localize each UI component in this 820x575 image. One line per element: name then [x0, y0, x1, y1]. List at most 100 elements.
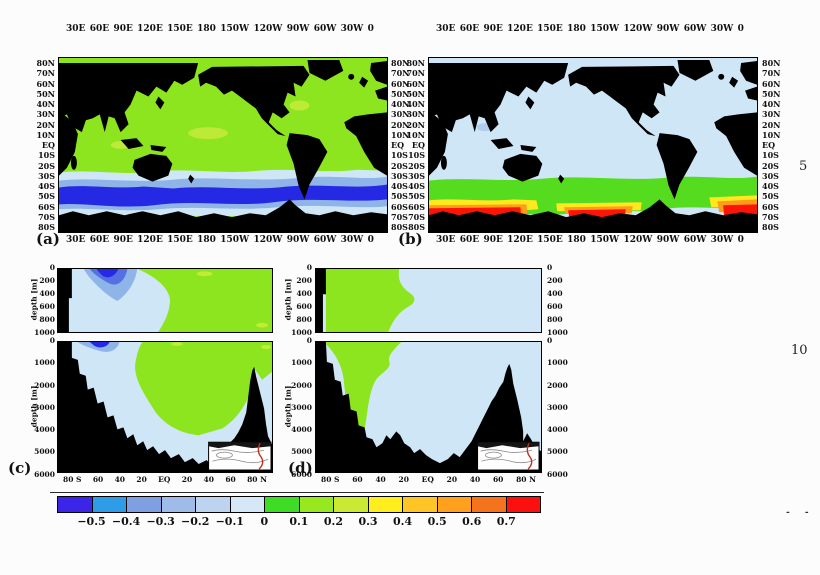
lat-tick-label: 70N — [406, 68, 425, 79]
lon-tick-label: 30E — [436, 24, 456, 34]
lon-tick-label: 30W — [340, 235, 364, 245]
colorbar-tick-labels: −0.5 −0.4 −0.3 −0.2 −0.1 0 0.1 0.2 0.3 0.4 0.5 0.6 0… — [77, 515, 516, 528]
lat-tick-label: 30N — [36, 109, 55, 120]
depth-tick-label: 4000 — [291, 425, 312, 434]
lat-tick-label: 60N — [762, 78, 781, 89]
lon-tick-label: 30E — [436, 235, 456, 245]
lat-tick-label: 60S — [38, 201, 55, 212]
depth-tick-label: 2000 — [291, 380, 312, 390]
lon-tick-label: 60E — [89, 235, 110, 245]
lon-tick-label: 90W — [286, 24, 310, 34]
lon-tick-label: 0 — [737, 235, 744, 245]
inset-map — [477, 441, 540, 471]
lon-tick-label: 120W — [623, 235, 653, 245]
lat-tick-label: 20N — [406, 119, 425, 130]
latitude-axis-label: 20 — [181, 475, 193, 484]
lat-tick-label: 30S — [38, 170, 55, 181]
lat-tick-label: 30S — [408, 170, 425, 181]
panel-c-upper-depth-ticks: 0 200 400 600 800 1000 — [30, 264, 55, 337]
lat-tick-label: 50N — [406, 88, 425, 99]
lat-tick-label: 10S — [38, 150, 55, 161]
bathymetry — [58, 342, 272, 472]
lat-tick-label: 70S — [762, 211, 779, 222]
lat-tick-label: 70N — [762, 68, 781, 79]
lon-tick-label: 150E — [167, 24, 193, 34]
lat-tick-label: EQ — [411, 140, 425, 150]
lat-tick-label: 70N — [36, 68, 55, 79]
depth-tick-label: 1000 — [291, 328, 312, 338]
positive-region — [135, 342, 272, 436]
lon-tick-label: 60W — [313, 235, 337, 245]
latitude-axis-label: 20 — [136, 475, 147, 484]
lat-tick-label: 20N — [391, 119, 410, 130]
latitude-axis-label: 60 — [225, 475, 236, 484]
panel-c-upper-section — [57, 268, 273, 333]
panel-b-lat-labels-left: 80N 70N 60N 50N 40N 30N 20N 10N EQ 10S 20S 30S 40S 50… — [399, 59, 425, 231]
lon-tick-label: 120E — [507, 24, 533, 34]
lon-tick-label: 30W — [340, 24, 364, 34]
lat-tick-label: 30N — [406, 109, 425, 120]
positive-tongue — [325, 342, 402, 448]
colorbar-cell — [161, 497, 196, 512]
depth-tick-label: 6000 — [291, 469, 312, 479]
lat-tick-label: 80S — [391, 222, 408, 232]
negative-plume — [77, 342, 120, 352]
depth-tick-label: 2000 — [547, 380, 568, 390]
lat-tick-label: 10N — [36, 129, 55, 140]
lat-tick-label: 30N — [391, 109, 410, 120]
colorbar-cell — [437, 497, 472, 512]
inset-map — [208, 441, 272, 471]
panel-d-upper-depth-ticks-right: 0 200 400 600 800 1000 — [547, 264, 573, 337]
lon-tick-label: 180 — [197, 235, 216, 245]
depth-tick-label: 6000 — [547, 469, 568, 479]
panel-a-map — [58, 57, 388, 233]
lat-tick-label: 60S — [762, 201, 779, 212]
lon-tick-label: 120W — [253, 235, 283, 245]
lat-tick-label: 40N — [406, 99, 425, 109]
lon-tick-label: 150W — [220, 235, 250, 245]
lat-tick-label: EQ — [391, 140, 405, 150]
lat-tick-label: EQ — [762, 140, 776, 150]
depth-tick-label: 1000 — [547, 328, 568, 338]
depth-tick-label: 200 — [39, 276, 55, 286]
lat-tick-label: 70S — [391, 211, 408, 222]
land-shapes — [59, 59, 387, 232]
antarctic-margin — [316, 269, 326, 332]
panel-b-lon-labels-bottom: 30E 60E 90E 120E 150E 180 150W 120W 90W 60W 30W 0 — [428, 236, 758, 245]
depth-tick-label: 1000 — [34, 328, 55, 338]
colorbar-cell — [58, 497, 93, 512]
colorbar-cell — [265, 497, 300, 512]
lon-tick-label: 180 — [197, 24, 216, 34]
lon-tick-label: 90E — [483, 24, 503, 34]
latitude-axis-label: 80 S — [321, 475, 340, 484]
depth-tick-label: 800 — [39, 315, 55, 325]
latitude-axis-label: 20 — [398, 475, 409, 484]
panel-d-upper-section — [315, 268, 542, 333]
panel-b-map-canvas — [429, 58, 757, 232]
latitude-axis-label: 20 — [446, 475, 458, 484]
lon-tick-label: 90E — [113, 235, 133, 245]
footer-dashes: - - — [786, 508, 815, 518]
colorbar-cell — [299, 497, 334, 512]
colorbar-cell — [472, 497, 507, 512]
panel-c-lower-section — [57, 341, 273, 473]
depth-tick-label: 600 — [296, 302, 312, 312]
lat-tick-label: 40S — [408, 181, 425, 191]
lat-tick-label: 50N — [762, 88, 781, 99]
depth-tick-label: 600 — [547, 302, 563, 312]
latitude-axis-label: 80 N — [247, 475, 267, 484]
depth-tick-label: 5000 — [34, 447, 55, 457]
panel-d-x-labels: 80 S 60 40 20 EQ 20 40 60 80 N — [315, 476, 542, 484]
latitude-axis-label: 60 — [92, 475, 104, 484]
lon-tick-label: 180 — [567, 24, 586, 34]
lon-tick-label: 150W — [220, 24, 250, 34]
lat-tick-label: 20S — [762, 160, 779, 171]
lon-tick-label: 120E — [137, 235, 163, 245]
lon-tick-label: 60W — [313, 24, 337, 34]
lat-tick-label: 10N — [391, 129, 410, 140]
depth-tick-label: 800 — [296, 315, 312, 325]
lon-tick-label: 90W — [656, 24, 680, 34]
section-track — [257, 442, 264, 470]
panel-d-letter: (d) — [288, 459, 313, 477]
positive-region — [325, 269, 415, 332]
